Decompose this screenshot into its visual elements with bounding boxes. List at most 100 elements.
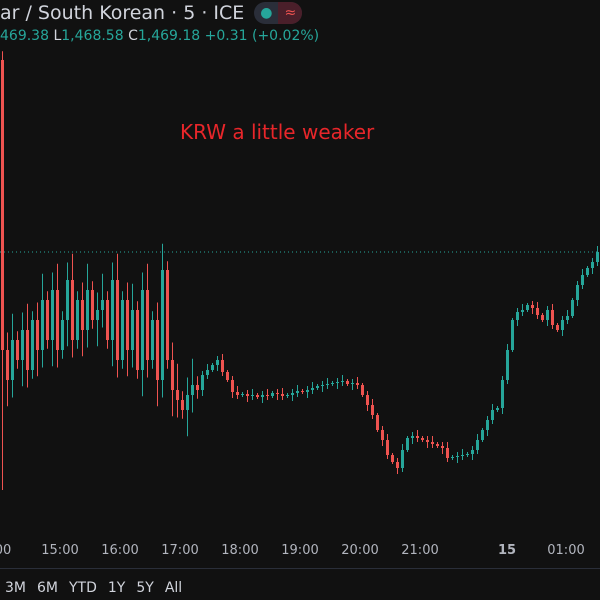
candle-body [336, 382, 339, 383]
candle-body [281, 394, 284, 396]
candle [166, 261, 169, 369]
candle [266, 389, 269, 400]
candle [501, 376, 504, 414]
candle-body [186, 395, 189, 410]
candle [296, 385, 299, 397]
candle [551, 304, 554, 329]
candle-body [6, 350, 9, 380]
candle [256, 393, 259, 399]
candle [281, 388, 284, 400]
candle [26, 303, 29, 388]
range-5y[interactable]: 5Y [136, 580, 154, 596]
close-label: C [128, 28, 138, 44]
candle [506, 344, 509, 384]
candle [521, 304, 524, 316]
candle [91, 281, 94, 329]
candlestick-chart[interactable] [0, 0, 600, 540]
time-tick: 15:00 [41, 543, 79, 558]
candle-body [416, 436, 419, 438]
time-tick: 00 [0, 543, 12, 558]
candle-body [41, 300, 44, 350]
candle [306, 386, 309, 398]
candle [131, 283, 134, 368]
candle-body [351, 383, 354, 384]
candle [341, 375, 344, 386]
candle [241, 392, 244, 397]
candle-body [316, 386, 319, 388]
candle [141, 272, 144, 397]
candle [446, 442, 449, 462]
time-axis: 00 15:00 16:00 17:00 18:00 19:00 20:00 2… [0, 543, 600, 563]
status-pill[interactable]: ● ≈ [254, 2, 303, 24]
candle-body [136, 310, 139, 370]
candle-body [401, 450, 404, 468]
candle-body [216, 360, 219, 365]
candle-body [26, 330, 29, 370]
candle [381, 426, 384, 446]
low-value: 1,468.58 [61, 28, 124, 44]
range-ytd[interactable]: YTD [69, 580, 97, 596]
time-tick: 17:00 [161, 543, 199, 558]
candle [411, 432, 414, 444]
candle [581, 269, 584, 289]
candle-body [221, 360, 224, 372]
candle-body [126, 300, 129, 350]
candle-body [31, 320, 34, 370]
symbol-title[interactable]: ar / South Korean · 5 · ICE [0, 2, 245, 24]
candle-body [441, 446, 444, 448]
candle [316, 384, 319, 390]
range-all[interactable]: All [164, 580, 183, 596]
candle-body [591, 262, 594, 268]
candle-body [116, 280, 119, 360]
chart-annotation: KRW a little weaker [180, 120, 375, 144]
candle [556, 323, 559, 332]
candle [491, 404, 494, 424]
candle [171, 342, 174, 417]
candle [416, 430, 419, 442]
candle [6, 332, 9, 407]
candle [536, 302, 539, 319]
candle-body [421, 438, 424, 440]
candle [421, 436, 424, 442]
candle-body [426, 440, 429, 442]
candle [566, 310, 569, 324]
candle-body [471, 450, 474, 454]
candle-body [266, 395, 269, 396]
candle [261, 391, 264, 403]
candle-body [21, 330, 24, 360]
candle [11, 313, 14, 398]
candle-body [411, 436, 414, 438]
candle [371, 399, 374, 419]
candle [101, 273, 104, 328]
candle-body [201, 375, 204, 390]
candle [331, 381, 334, 386]
candle [351, 379, 354, 390]
candle-body [226, 372, 229, 380]
candle [226, 370, 229, 382]
candle [571, 298, 574, 318]
candle-body [106, 300, 109, 340]
candle-body [261, 395, 264, 397]
low-label: L [53, 28, 62, 44]
candle-body [371, 405, 374, 415]
candle [496, 406, 499, 412]
range-1y[interactable]: 1Y [107, 580, 126, 596]
candle-body [321, 385, 324, 386]
candle [236, 386, 239, 399]
candle [61, 311, 64, 359]
time-tick: 16:00 [101, 543, 139, 558]
candle-body [541, 315, 544, 320]
candle [51, 272, 54, 367]
candle-body [396, 462, 399, 468]
candle [1, 51, 4, 490]
candle-body [166, 270, 169, 360]
candle-body [456, 456, 459, 457]
candle-body [241, 394, 244, 395]
candle-body [46, 300, 49, 340]
range-3m[interactable]: 3M [5, 580, 26, 596]
range-6m[interactable]: 6M [37, 580, 58, 596]
candle-body [536, 308, 539, 315]
candle [531, 301, 534, 314]
candle [391, 453, 394, 464]
candle [511, 318, 514, 352]
